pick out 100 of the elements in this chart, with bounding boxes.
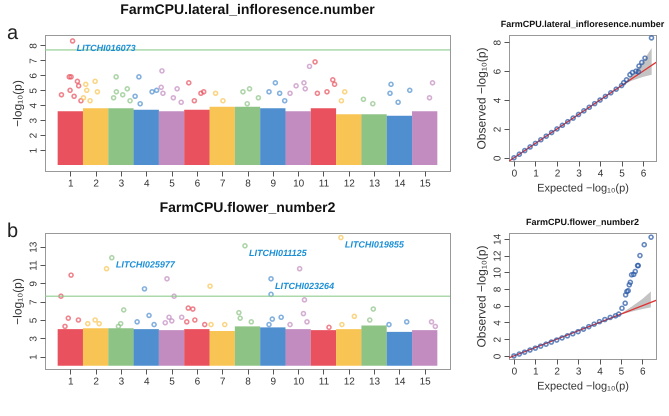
point (516, 151, 522, 158)
point (96, 320, 102, 326)
x-tick-label: 6 (640, 366, 646, 378)
point (387, 90, 393, 96)
y-tick-label: 12 (492, 250, 504, 262)
point (268, 276, 274, 282)
point (622, 292, 628, 298)
point (548, 339, 554, 345)
point (622, 300, 628, 306)
point (178, 314, 184, 320)
x-tick-label: 6 (194, 178, 201, 190)
point (548, 130, 554, 136)
point (532, 140, 538, 146)
point (58, 92, 64, 98)
point (516, 351, 522, 357)
point (332, 82, 338, 88)
x-tick-label: 11 (318, 178, 330, 190)
x-tick-label: 12 (344, 376, 356, 388)
y-tick-label: 6 (28, 72, 40, 79)
point (432, 324, 438, 330)
x-axis-title: Expected −log₁₀(p) (537, 380, 629, 392)
point (637, 252, 643, 258)
point (430, 80, 436, 86)
text: a (7, 22, 19, 44)
point (338, 234, 344, 240)
x-tick-label: 2 (554, 168, 561, 180)
point (242, 243, 248, 249)
x-tick-label: 1 (68, 376, 74, 388)
point (633, 68, 639, 74)
point (166, 314, 172, 320)
x-tick-label: 11 (318, 376, 330, 388)
point (76, 83, 82, 89)
point (70, 38, 76, 44)
x-tick-label: 1 (533, 366, 540, 378)
point (114, 88, 120, 95)
point (554, 126, 560, 132)
point (80, 94, 86, 101)
point (648, 234, 654, 240)
point (268, 292, 274, 298)
point (543, 341, 549, 347)
y-tick-label: 3 (28, 336, 40, 342)
point (575, 328, 581, 334)
point (248, 319, 254, 325)
y-tick-label: 2 (492, 336, 504, 342)
point (339, 322, 345, 328)
point (159, 68, 165, 74)
point (597, 97, 603, 103)
point (616, 311, 622, 317)
point (118, 320, 124, 326)
y-tick-label: 1 (28, 354, 40, 360)
x-tick-label: 5 (169, 376, 176, 388)
y-tick-label: 1 (28, 147, 40, 154)
point (164, 276, 170, 282)
point (67, 88, 73, 94)
point (276, 90, 282, 96)
point (212, 90, 218, 96)
x-tick-label: 2 (93, 178, 100, 190)
x-tick-label: 3 (576, 366, 582, 378)
point (324, 88, 330, 95)
point (92, 78, 98, 84)
point (200, 88, 207, 95)
y-tick-label: 8 (492, 40, 504, 46)
y-tick-label: 9 (28, 280, 40, 287)
x-tick-label: 15 (420, 376, 432, 388)
x-tick-label: 5 (618, 366, 625, 378)
point (76, 317, 82, 323)
x-tick-label: 7 (220, 376, 226, 388)
point (360, 96, 366, 102)
point (581, 108, 587, 114)
point (136, 74, 142, 80)
point (538, 343, 544, 349)
point (330, 77, 336, 83)
y-tick-label: 8 (28, 42, 40, 49)
point (586, 104, 592, 110)
x-tick-label: 6 (194, 376, 201, 388)
x-tick-label: 13 (369, 376, 381, 388)
point (74, 78, 80, 84)
point (84, 320, 91, 326)
point (642, 55, 648, 61)
point (559, 335, 565, 341)
point (192, 98, 198, 104)
point (560, 122, 566, 128)
point (620, 80, 627, 86)
point (109, 254, 115, 261)
point (554, 337, 560, 343)
chart-title: FarmCPU.lateral_infloresence.number (120, 1, 376, 17)
point (608, 90, 614, 96)
point (522, 148, 528, 154)
point (636, 69, 642, 75)
x-tick-label: 5 (619, 168, 626, 180)
y-tick-label: 14 (492, 233, 504, 245)
x-tick-label: 5 (169, 178, 176, 190)
point (270, 316, 276, 322)
chart-title: FarmCPU.lateral_infloresence.number (500, 19, 665, 29)
point (426, 94, 432, 101)
point (266, 322, 272, 328)
y-tick-label: 5 (28, 88, 40, 94)
point (306, 64, 312, 70)
point (511, 353, 517, 359)
y-tick-label: 6 (492, 68, 504, 74)
